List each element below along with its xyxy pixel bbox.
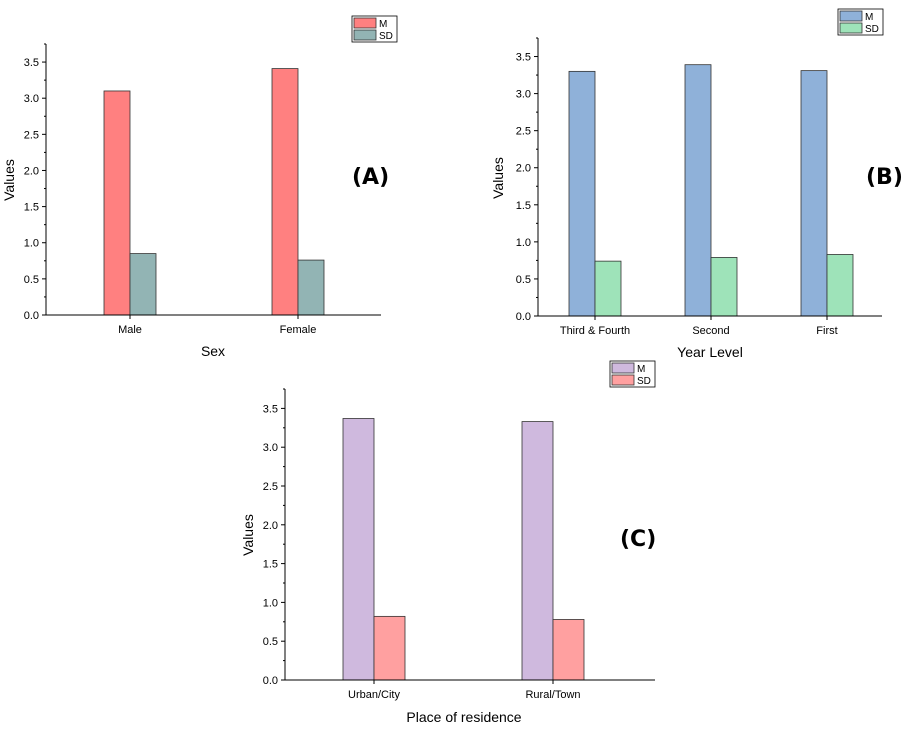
y-tick-label-c-2: 1.0 [263,597,278,609]
y-tick-label-c-7: 3.5 [263,403,278,415]
bar-m-c-0 [342,418,375,681]
y-tick-label-a-1: 0.5 [24,274,39,286]
y-tick-label-c-3: 1.5 [263,559,278,571]
bar-sd-a-0 [129,253,157,316]
bar-sd-c-0 [373,615,406,681]
y-axis-title-b: Values [490,157,506,199]
y-tick-label-a-2: 1.0 [24,238,39,250]
y-tick-label-a-6: 3.0 [24,93,39,105]
x-axis-title-a: Sex [201,343,225,359]
x-tick-label-c-1: Rural/Town [525,689,580,701]
y-tick-label-b-6: 3.0 [516,89,531,101]
y-tick-label-b-2: 1.0 [516,237,531,249]
y-tick-label-c-4: 2.0 [263,520,278,532]
legend-swatch-sd-b [839,22,863,34]
bar-m-a-0 [103,90,131,316]
legend-swatch-sd-a [353,29,377,41]
legend-label-sd-b: SD [865,24,879,35]
chart-panel-b: 0.0 0.5 1.0 1.5 2.0 2.5 3.0 3.5 Third & Fourth Se… [490,8,903,360]
legend-label-sd-c: SD [637,376,651,387]
x-tick-label-b-1: Second [692,325,729,337]
legend-swatch-m-c [611,362,635,374]
legend-a: MSD [351,15,398,43]
y-tick-label-a-7: 3.5 [24,57,39,69]
y-tick-label-b-0: 0.0 [516,311,531,323]
y-tick-label-b-5: 2.5 [516,126,531,138]
plot-area-c: 0.0 0.5 1.0 1.5 2.0 2.5 3.0 3.5 Urban/City Rural/… [263,360,656,701]
plot-area-b: 0.0 0.5 1.0 1.5 2.0 2.5 3.0 3.5 Third & Fourth Se… [516,8,884,337]
y-tick-label-c-0: 0.0 [263,675,278,687]
panel-label-b: (B) [866,165,903,190]
x-tick-label-a-0: Male [118,324,142,336]
x-axis-title-b: Year Level [677,344,743,360]
legend-label-sd-a: SD [379,31,393,42]
chart-panel-c: 0.0 0.5 1.0 1.5 2.0 2.5 3.0 3.5 Urban/City Rural/… [240,360,656,725]
y-axis-title-c: Values [240,514,256,556]
legend-b: MSD [837,8,884,36]
legend-label-m-a: M [379,19,387,30]
chart-panel-a: 0.0 0.5 1.0 1.5 2.0 2.5 3.0 3.5 Male Female MSD Se… [1,15,398,359]
legend-swatch-m-b [839,10,863,22]
panel-label-c: (C) [620,527,656,552]
bar-m-b-1 [684,64,712,317]
bar-sd-b-2 [826,254,854,317]
legend-label-m-c: M [637,364,645,375]
x-tick-label-a-1: Female [280,324,317,336]
y-tick-label-c-1: 0.5 [263,636,278,648]
bar-m-b-2 [800,70,828,317]
bar-sd-b-1 [710,257,738,317]
y-tick-label-a-5: 2.5 [24,129,39,141]
y-axis-title-a: Values [1,159,17,201]
bar-m-a-1 [271,68,299,316]
y-tick-label-b-1: 0.5 [516,274,531,286]
y-tick-label-b-7: 3.5 [516,52,531,64]
legend-c: MSD [609,360,656,388]
y-tick-label-c-6: 3.0 [263,442,278,454]
x-axis-title-c: Place of residence [406,709,521,725]
y-tick-label-b-4: 2.0 [516,163,531,175]
bar-m-c-1 [521,421,554,681]
x-tick-label-c-0: Urban/City [348,689,400,701]
y-tick-label-a-4: 2.0 [24,165,39,177]
bar-sd-c-1 [552,619,585,681]
panel-label-a: (A) [352,165,389,190]
legend-swatch-sd-c [611,374,635,386]
y-tick-label-a-0: 0.0 [24,310,39,322]
bar-m-b-0 [568,70,596,317]
y-tick-label-b-3: 1.5 [516,200,531,212]
bar-sd-b-0 [594,260,622,317]
y-tick-label-c-5: 2.5 [263,481,278,493]
y-tick-label-a-3: 1.5 [24,202,39,214]
bar-sd-a-1 [297,259,325,316]
legend-swatch-m-a [353,17,377,29]
x-tick-label-b-2: First [816,325,837,337]
plot-area-a: 0.0 0.5 1.0 1.5 2.0 2.5 3.0 3.5 Male Female MSD [24,15,398,336]
x-tick-label-b-0: Third & Fourth [560,325,630,337]
legend-label-m-b: M [865,12,873,23]
